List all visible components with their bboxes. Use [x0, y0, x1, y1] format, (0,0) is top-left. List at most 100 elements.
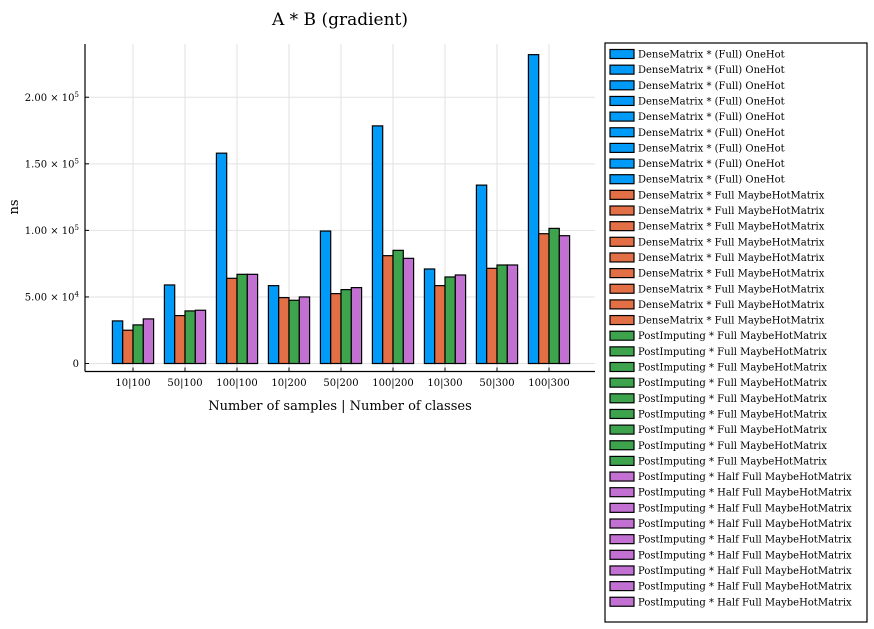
bar: [423, 268, 436, 365]
bar: [194, 309, 207, 365]
legend-swatch: [609, 534, 635, 545]
bar: [558, 235, 571, 365]
bars: [111, 54, 571, 365]
legend-swatch: [609, 80, 635, 91]
legend-label: PostImputing * Half Full MaybeHotMatrix: [638, 582, 852, 593]
legend-swatch: [609, 393, 635, 404]
legend-label: PostImputing * Half Full MaybeHotMatrix: [638, 566, 852, 577]
legend-swatch: [609, 236, 635, 247]
legend-label: PostImputing * Half Full MaybeHotMatrix: [638, 488, 852, 499]
legend-label: DenseMatrix * (Full) OneHot: [638, 50, 785, 61]
legend-swatch: [609, 205, 635, 216]
legend-swatch: [609, 565, 635, 576]
x-tick-label: 100|300: [528, 378, 570, 389]
legend-swatch: [609, 142, 635, 153]
legend-label: DenseMatrix * (Full) OneHot: [638, 65, 785, 76]
legend-swatch: [609, 596, 635, 607]
legend-swatch: [609, 252, 635, 263]
legend-label: DenseMatrix * (Full) OneHot: [638, 81, 785, 92]
bar: [330, 293, 342, 365]
bar: [527, 54, 540, 365]
legend-label: DenseMatrix * Full MaybeHotMatrix: [638, 190, 825, 201]
legend-label: PostImputing * Full MaybeHotMatrix: [638, 378, 827, 389]
bar: [382, 255, 394, 365]
y-tick-labels: 0 5.00 × 104 1.00 × 105 1.50 × 105 2.00 × 10…: [25, 91, 89, 370]
bar: [142, 318, 155, 365]
bar: [454, 274, 467, 365]
bar: [434, 285, 446, 365]
legend-label: DenseMatrix * Full MaybeHotMatrix: [638, 253, 825, 264]
bar: [392, 249, 404, 365]
legend-label: PostImputing * Half Full MaybeHotMatrix: [638, 550, 852, 561]
legend: DenseMatrix * (Full) OneHot DenseMatrix *…: [604, 42, 868, 623]
x-tick-label: 10|100: [115, 378, 150, 389]
legend-label: PostImputing * Half Full MaybeHotMatrix: [638, 597, 852, 608]
legend-swatch: [609, 283, 635, 294]
legend-label: DenseMatrix * Full MaybeHotMatrix: [638, 269, 825, 280]
legend-label: PostImputing * Full MaybeHotMatrix: [638, 363, 827, 374]
x-tick-label: 100|100: [216, 378, 258, 389]
chart-title: A * B (gradient): [271, 10, 408, 30]
legend-swatch: [609, 549, 635, 560]
legend-label: DenseMatrix * Full MaybeHotMatrix: [638, 284, 825, 295]
y-tick-label: 0: [73, 359, 79, 370]
legend-label: DenseMatrix * Full MaybeHotMatrix: [638, 237, 825, 248]
legend-label: PostImputing * Full MaybeHotMatrix: [638, 425, 827, 436]
y-tick-label: 5.00 × 104: [25, 290, 80, 303]
bar: [163, 284, 176, 365]
x-tick-label: 10|200: [271, 378, 306, 389]
y-axis-label: ns: [7, 199, 22, 214]
bar: [371, 125, 384, 365]
x-tick-label: 50|300: [479, 378, 514, 389]
legend-label: DenseMatrix * Full MaybeHotMatrix: [638, 222, 825, 233]
bar: [475, 184, 488, 365]
bar: [496, 264, 508, 365]
legend-label: PostImputing * Full MaybeHotMatrix: [638, 409, 827, 420]
bar: [538, 233, 550, 365]
legend-label: DenseMatrix * (Full) OneHot: [638, 175, 785, 186]
axes: [84, 44, 595, 373]
bar: [278, 297, 290, 365]
legend-box: [604, 42, 868, 623]
bar: [236, 273, 248, 365]
legend-label: PostImputing * Full MaybeHotMatrix: [638, 347, 827, 358]
legend-swatch: [609, 487, 635, 498]
x-tick-label: 10|300: [427, 378, 462, 389]
legend-label: PostImputing * Full MaybeHotMatrix: [638, 456, 827, 467]
legend-swatch: [609, 95, 635, 107]
bar: [340, 289, 352, 365]
x-tick-label: 50|200: [323, 378, 358, 389]
legend-swatch: [609, 502, 635, 513]
legend-swatch: [609, 221, 635, 232]
bar: [226, 277, 238, 365]
x-axis-label: Number of samples | Number of classes: [208, 399, 472, 414]
bar: [298, 296, 311, 365]
bar: [267, 285, 280, 365]
legend-swatch: [609, 268, 635, 279]
bar: [122, 329, 134, 365]
bar: [444, 276, 456, 365]
legend-label: DenseMatrix * Full MaybeHotMatrix: [638, 316, 825, 327]
legend-label: DenseMatrix * (Full) OneHot: [638, 143, 785, 154]
bar: [319, 230, 332, 365]
bar: [215, 152, 228, 365]
legend-label: DenseMatrix * (Full) OneHot: [638, 128, 785, 139]
bar: [174, 314, 186, 365]
bar: [350, 287, 363, 365]
bar: [246, 273, 259, 365]
legend-swatch: [609, 48, 635, 60]
legend-label: PostImputing * Half Full MaybeHotMatrix: [638, 535, 852, 546]
bar: [132, 324, 144, 365]
x-tick-labels: 10|100 50|100 100|100 10|200 50|200 100|200 10…: [115, 367, 570, 389]
legend-label: PostImputing * Full MaybeHotMatrix: [638, 394, 827, 405]
y-tick-label: 2.00 × 105: [25, 91, 79, 104]
legend-label: PostImputing * Half Full MaybeHotMatrix: [638, 472, 852, 483]
legend-swatch: [609, 127, 635, 138]
legend-label: DenseMatrix * (Full) OneHot: [638, 96, 785, 107]
legend-label: PostImputing * Half Full MaybeHotMatrix: [638, 519, 852, 530]
legend-label: DenseMatrix * Full MaybeHotMatrix: [638, 206, 825, 217]
bar: [184, 310, 196, 365]
legend-swatch: [609, 361, 635, 373]
legend-swatch: [609, 330, 635, 341]
